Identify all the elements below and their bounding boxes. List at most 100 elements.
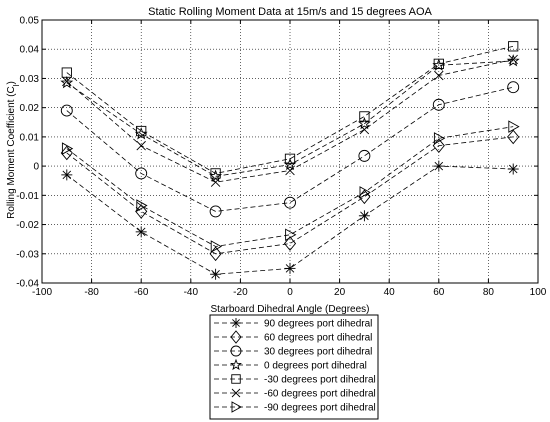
data-point <box>209 169 223 182</box>
y-axis-label-main: Rolling Moment Coefficient (C <box>6 86 17 219</box>
marker-shape <box>60 145 73 161</box>
data-point <box>433 58 444 69</box>
x-axis-label: Starboard Dihedral Angle (Degrees) <box>211 304 370 315</box>
data-point <box>284 153 296 164</box>
marker-stroke <box>136 227 146 237</box>
y-tick-label: 0.03 <box>20 74 40 85</box>
marker-shape <box>284 153 296 164</box>
legend: 90 degrees port dihedral 60 degrees port … <box>209 314 379 420</box>
x-tick-label: -40 <box>184 287 199 298</box>
marker-shape <box>359 186 371 199</box>
x-marker <box>231 388 241 398</box>
marker-shape <box>209 205 222 218</box>
data-point <box>433 132 446 145</box>
marker-shape <box>507 129 520 145</box>
marker-stroke <box>232 319 240 327</box>
marker-shape <box>359 111 370 122</box>
x-tick-label: 40 <box>384 287 396 298</box>
data-point <box>434 70 444 81</box>
legend-label: 60 degrees port dihedral <box>264 333 372 344</box>
data-point <box>210 268 222 280</box>
data-point <box>61 67 72 78</box>
marker-shape <box>432 58 446 71</box>
x-tick-label: 0 <box>287 287 293 298</box>
legend-item: -90 degrees port dihedral <box>214 401 376 414</box>
x-tick-label: 80 <box>483 287 495 298</box>
marker-shape <box>433 132 446 145</box>
marker-shape <box>136 199 148 212</box>
marker-shape <box>136 125 147 137</box>
marker-shape <box>508 41 519 52</box>
data-point <box>62 76 72 87</box>
marker-shape <box>230 330 242 344</box>
marker-shape <box>135 167 148 180</box>
marker-stroke <box>211 269 220 279</box>
legend-label: -60 degrees port dihedral <box>264 389 376 400</box>
data-point <box>60 76 74 89</box>
y-tick-label: -0.02 <box>16 220 39 231</box>
data-point <box>507 163 519 175</box>
y-axis-label-close: ) <box>6 81 17 84</box>
marker-shape <box>231 374 241 384</box>
legend-item: 90 degrees port dihedral <box>214 318 372 330</box>
diamond-marker <box>230 330 242 344</box>
data-point <box>283 236 297 251</box>
y-tick-label: 0.05 <box>20 16 40 27</box>
marker-shape <box>60 104 73 117</box>
y-axis-label: Rolling Moment Coefficient (Cl) <box>6 81 21 219</box>
marker-shape <box>358 149 371 162</box>
data-point <box>136 199 148 212</box>
series-markers <box>60 41 520 280</box>
data-point <box>358 189 371 205</box>
marker-stroke <box>285 165 295 176</box>
data-point <box>210 240 223 253</box>
data-point <box>508 41 519 52</box>
marker-shape <box>507 81 520 94</box>
marker-stroke <box>285 264 295 273</box>
data-point <box>358 210 370 222</box>
x-tick-label: -80 <box>84 287 99 298</box>
data-point <box>285 165 295 176</box>
series-line-1 <box>66 136 514 255</box>
data-point <box>506 54 520 67</box>
marker-stroke <box>62 170 72 180</box>
marker-stroke <box>360 211 369 221</box>
data-point <box>136 125 147 137</box>
marker-shape <box>358 189 371 205</box>
data-point <box>359 124 370 135</box>
data-point <box>210 168 221 179</box>
legend-item: -30 degrees port dihedral <box>214 374 376 386</box>
x-tick-label: -100 <box>32 287 52 298</box>
data-point <box>61 142 74 155</box>
data-point <box>359 186 371 199</box>
marker-stroke <box>62 76 72 87</box>
legend-item: -60 degrees port dihedral <box>214 389 376 400</box>
data-point <box>60 104 73 117</box>
ticks: -100 -80 -60 -40 -20 0 20 40 60 80 100 -0.04 -0.03 -0… <box>16 16 547 299</box>
marker-stroke <box>434 161 444 171</box>
data-point <box>284 262 296 274</box>
legend-item: 0 degrees port dihedral <box>214 358 367 372</box>
marker-shape <box>230 358 242 371</box>
marker-shape <box>283 157 297 171</box>
marker-shape <box>357 116 371 130</box>
x-tick-label: 100 <box>530 287 547 298</box>
marker-shape <box>210 168 221 179</box>
marker-stroke <box>508 164 518 174</box>
data-point <box>134 127 148 140</box>
data-point <box>284 196 296 209</box>
data-point <box>433 160 445 172</box>
y-tick-label: 0.01 <box>20 132 40 143</box>
data-point <box>135 167 148 180</box>
circle-marker <box>230 345 242 357</box>
x-tick-label: 20 <box>334 287 346 298</box>
marker-shape <box>506 54 520 67</box>
data-point <box>358 149 371 162</box>
x-tick-label: -60 <box>134 287 149 298</box>
grid <box>42 20 538 283</box>
data-point <box>359 111 370 122</box>
data-point <box>507 81 520 94</box>
y-tick-label: -0.03 <box>16 249 39 260</box>
y-tick-label: 0.04 <box>20 45 40 56</box>
